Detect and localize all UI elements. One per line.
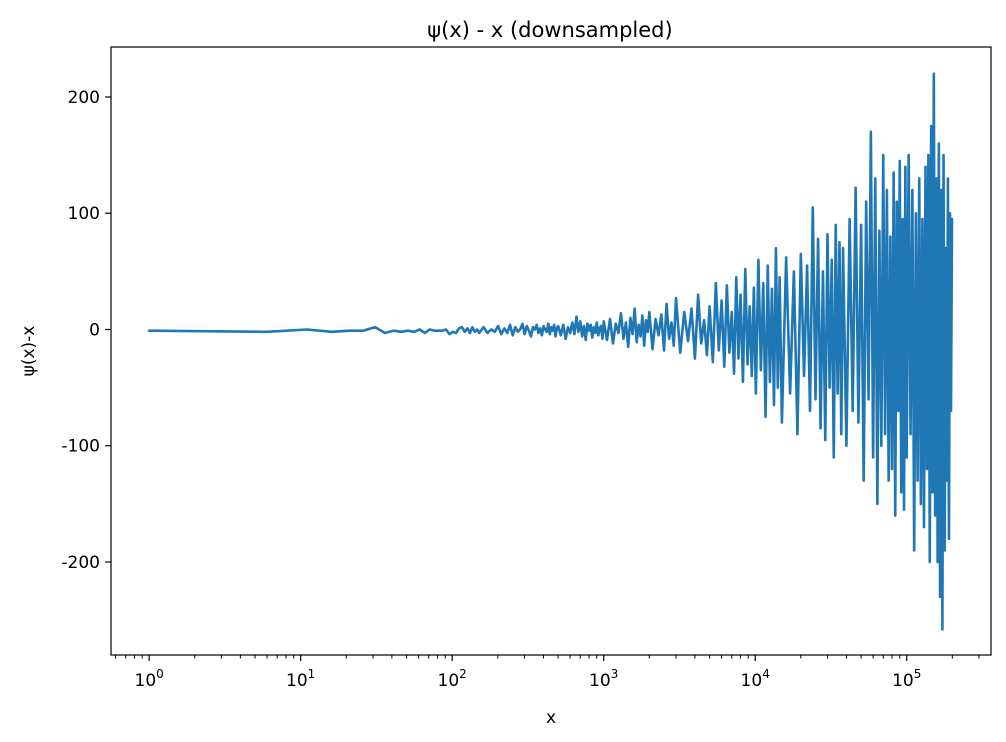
x-tick-label: 104 bbox=[741, 667, 770, 691]
x-axis-ticks: 100 101 102 103 104 105 bbox=[115, 655, 980, 691]
y-tick-label: -100 bbox=[61, 437, 100, 457]
x-tick-label: 103 bbox=[589, 667, 618, 691]
y-axis-ticks: 200 100 0 -100 -200 bbox=[61, 88, 111, 573]
chart-title: ψ(x) - x (downsampled) bbox=[427, 18, 672, 42]
x-tick-label: 105 bbox=[892, 667, 921, 691]
x-axis-label: x bbox=[546, 708, 556, 728]
y-tick-label: 100 bbox=[68, 204, 100, 224]
y-axis-label: ψ(x)-x bbox=[19, 326, 39, 377]
series-line-0 bbox=[147, 72, 954, 631]
x-tick-label: 102 bbox=[438, 667, 467, 691]
y-tick-label: 200 bbox=[68, 88, 100, 108]
x-tick-label: 100 bbox=[135, 667, 164, 691]
line-layer bbox=[147, 72, 954, 631]
y-tick-label: 0 bbox=[89, 320, 100, 340]
y-tick-label: -200 bbox=[61, 553, 100, 573]
plot-frame bbox=[110, 46, 992, 656]
x-tick-label: 101 bbox=[286, 667, 315, 691]
